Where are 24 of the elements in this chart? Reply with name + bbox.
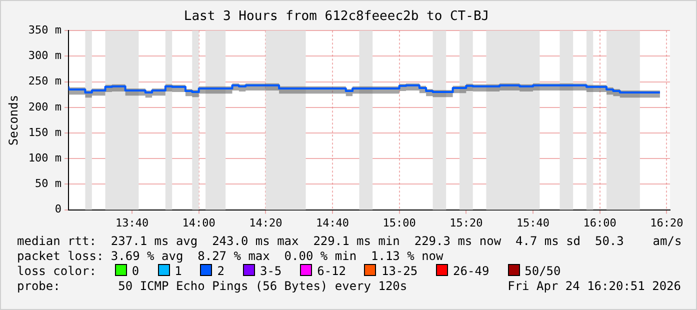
x-tick-label: 15:00 xyxy=(382,216,416,230)
y-tick-label: 50 m xyxy=(35,177,62,190)
y-tick-label: 200 m xyxy=(28,100,62,114)
y-tick-label: 0 xyxy=(54,202,62,216)
y-axis-title: Seconds xyxy=(6,94,20,146)
text: probe: 50 ICMP Echo Pings (56 Bytes) every 120s xyxy=(17,279,408,293)
y-tick-label: 300 m xyxy=(28,49,62,62)
y-tick-label: 350 m xyxy=(28,23,62,36)
x-tick-label: 13:40 xyxy=(115,216,149,230)
y-tick-label: 150 m xyxy=(28,126,62,139)
text: loss color: 0 1 2 3-5 6-12 13-25 26-49 50/50 xyxy=(17,264,561,278)
text: packet loss: 3.69 % avg 8.27 % max 0.00 % min 1.13 % now xyxy=(17,249,444,264)
y-tick-label: 100 m xyxy=(28,151,62,164)
x-tick-label: 14:20 xyxy=(249,216,282,230)
chart-title: Last 3 Hours from 612c8feeec2b to CT-BJ xyxy=(184,9,490,24)
text: Fri Apr 24 16:20:51 2026 xyxy=(508,279,681,294)
x-tick-label: 15:40 xyxy=(516,216,550,230)
x-tick-label: 14:00 xyxy=(182,216,216,230)
x-tick-label: 16:00 xyxy=(583,216,616,230)
x-tick-label: 15:20 xyxy=(450,216,483,230)
x-tick-label: 14:40 xyxy=(316,216,350,230)
y-tick-label: 250 m xyxy=(28,74,62,88)
text: median rtt: 237.1 ms avg 243.0 ms max 229.1 ms min 229.3 ms now 4.7 ms sd 50.3 am/s xyxy=(17,234,683,249)
x-tick-label: 16:20 xyxy=(650,216,684,230)
